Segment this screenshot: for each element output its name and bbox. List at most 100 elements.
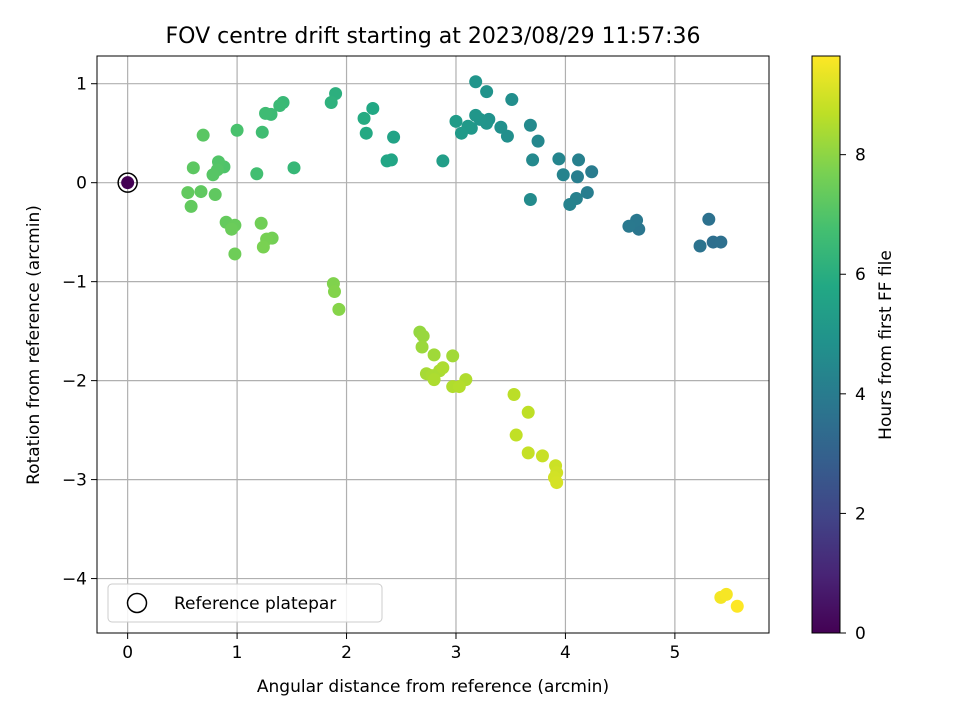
- data-point: [254, 216, 268, 230]
- x-tick-label: 3: [451, 643, 462, 663]
- data-point: [469, 75, 483, 89]
- data-point: [259, 106, 273, 120]
- y-tick-label: −2: [62, 372, 87, 392]
- data-point: [570, 170, 584, 184]
- data-point: [225, 222, 239, 236]
- data-point: [509, 428, 523, 442]
- data-point: [622, 219, 636, 233]
- data-point: [366, 101, 380, 115]
- data-point: [552, 152, 566, 166]
- data-point: [357, 111, 371, 125]
- y-tick-label: −4: [62, 570, 87, 590]
- data-point: [206, 168, 220, 182]
- y-tick-label: 0: [76, 174, 87, 194]
- data-point: [194, 185, 208, 199]
- data-point: [287, 161, 301, 175]
- data-point: [523, 193, 537, 207]
- x-tick-label: 4: [560, 643, 571, 663]
- data-point: [535, 449, 549, 463]
- reference-platepar-marker: [117, 172, 138, 193]
- data-point: [250, 167, 264, 181]
- colorbar-tick-label: 8: [855, 146, 866, 166]
- data-point: [196, 128, 210, 142]
- data-point: [446, 349, 460, 363]
- data-point: [184, 199, 198, 213]
- data-point: [480, 85, 494, 99]
- data-point: [181, 186, 195, 200]
- colorbar-ticks: 0 2 4 6 8: [840, 146, 866, 644]
- data-point: [580, 186, 594, 200]
- data-point: [327, 285, 341, 299]
- data-point: [454, 126, 468, 140]
- colorbar-tick-label: 4: [855, 385, 866, 405]
- data-point: [714, 235, 728, 249]
- y-axis-label: Rotation from reference (arcmin): [24, 205, 44, 485]
- data-point: [449, 114, 463, 128]
- data-point: [415, 340, 429, 354]
- data-point: [531, 134, 545, 148]
- x-axis-label: Angular distance from reference (arcmin): [257, 677, 609, 697]
- x-tick-label: 0: [122, 643, 133, 663]
- data-point: [693, 239, 707, 253]
- data-point: [702, 212, 716, 226]
- y-tick-label: −3: [62, 471, 87, 491]
- x-axis-ticks: 0 1 2 3 4 5: [122, 633, 680, 663]
- data-point: [469, 108, 483, 122]
- data-point: [719, 587, 733, 601]
- data-point: [585, 165, 599, 179]
- chart-title: FOV centre drift starting at 2023/08/29 …: [166, 24, 701, 49]
- data-point: [230, 123, 244, 137]
- plot-frame: [96, 55, 770, 634]
- data-point: [273, 98, 287, 112]
- x-tick-label: 1: [232, 643, 243, 663]
- data-point: [556, 168, 570, 182]
- colorbar-gradient: [811, 55, 841, 634]
- data-point: [208, 188, 222, 202]
- data-point: [186, 161, 200, 175]
- data-point: [521, 446, 535, 460]
- colorbar-label: Hours from first FF file: [876, 250, 896, 440]
- data-point: [436, 361, 450, 375]
- data-point: [563, 197, 577, 211]
- colorbar: 0 2 4 6 8 Hours from first FF file: [811, 55, 896, 644]
- data-point: [416, 329, 430, 343]
- data-point: [427, 373, 441, 387]
- data-point: [332, 302, 346, 316]
- data-point: [494, 120, 508, 134]
- data-point: [526, 153, 540, 167]
- colorbar-tick-label: 0: [855, 624, 866, 644]
- grid-lines: [97, 56, 769, 633]
- legend-marker-reference: [126, 592, 148, 614]
- data-point: [521, 405, 535, 419]
- data-point: [387, 130, 401, 144]
- x-tick-label: 2: [341, 643, 352, 663]
- data-point: [121, 176, 135, 190]
- data-point: [228, 247, 242, 261]
- legend-label-reference: Reference platepar: [174, 594, 336, 614]
- y-tick-label: 1: [76, 75, 87, 95]
- data-point: [550, 476, 564, 490]
- data-point: [572, 153, 586, 167]
- data-point: [255, 125, 269, 139]
- legend-box: [107, 583, 383, 623]
- data-point: [507, 387, 521, 401]
- data-point: [436, 154, 450, 168]
- data-point: [730, 599, 744, 613]
- colorbar-tick-label: 6: [855, 265, 866, 285]
- data-points: [117, 75, 744, 613]
- data-point: [380, 154, 394, 168]
- colorbar-tick-label: 2: [855, 504, 866, 524]
- x-tick-label: 5: [669, 643, 680, 663]
- data-point: [523, 118, 537, 132]
- legend: Reference platepar: [107, 583, 383, 623]
- y-tick-label: −1: [62, 273, 87, 293]
- data-point: [256, 240, 270, 254]
- data-point: [500, 129, 514, 143]
- data-point: [359, 126, 373, 140]
- y-axis-ticks: −4 −3 −2 −1 0 1: [62, 75, 97, 590]
- data-point: [452, 380, 466, 394]
- data-point: [505, 93, 519, 107]
- data-point: [324, 96, 338, 110]
- data-point: [427, 348, 441, 362]
